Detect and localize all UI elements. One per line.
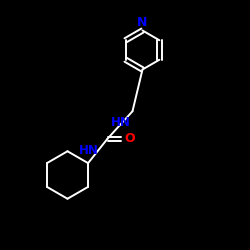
Text: HN: HN: [79, 144, 99, 156]
Text: N: N: [137, 16, 148, 28]
Text: HN: HN: [111, 116, 131, 129]
Text: O: O: [124, 132, 135, 145]
